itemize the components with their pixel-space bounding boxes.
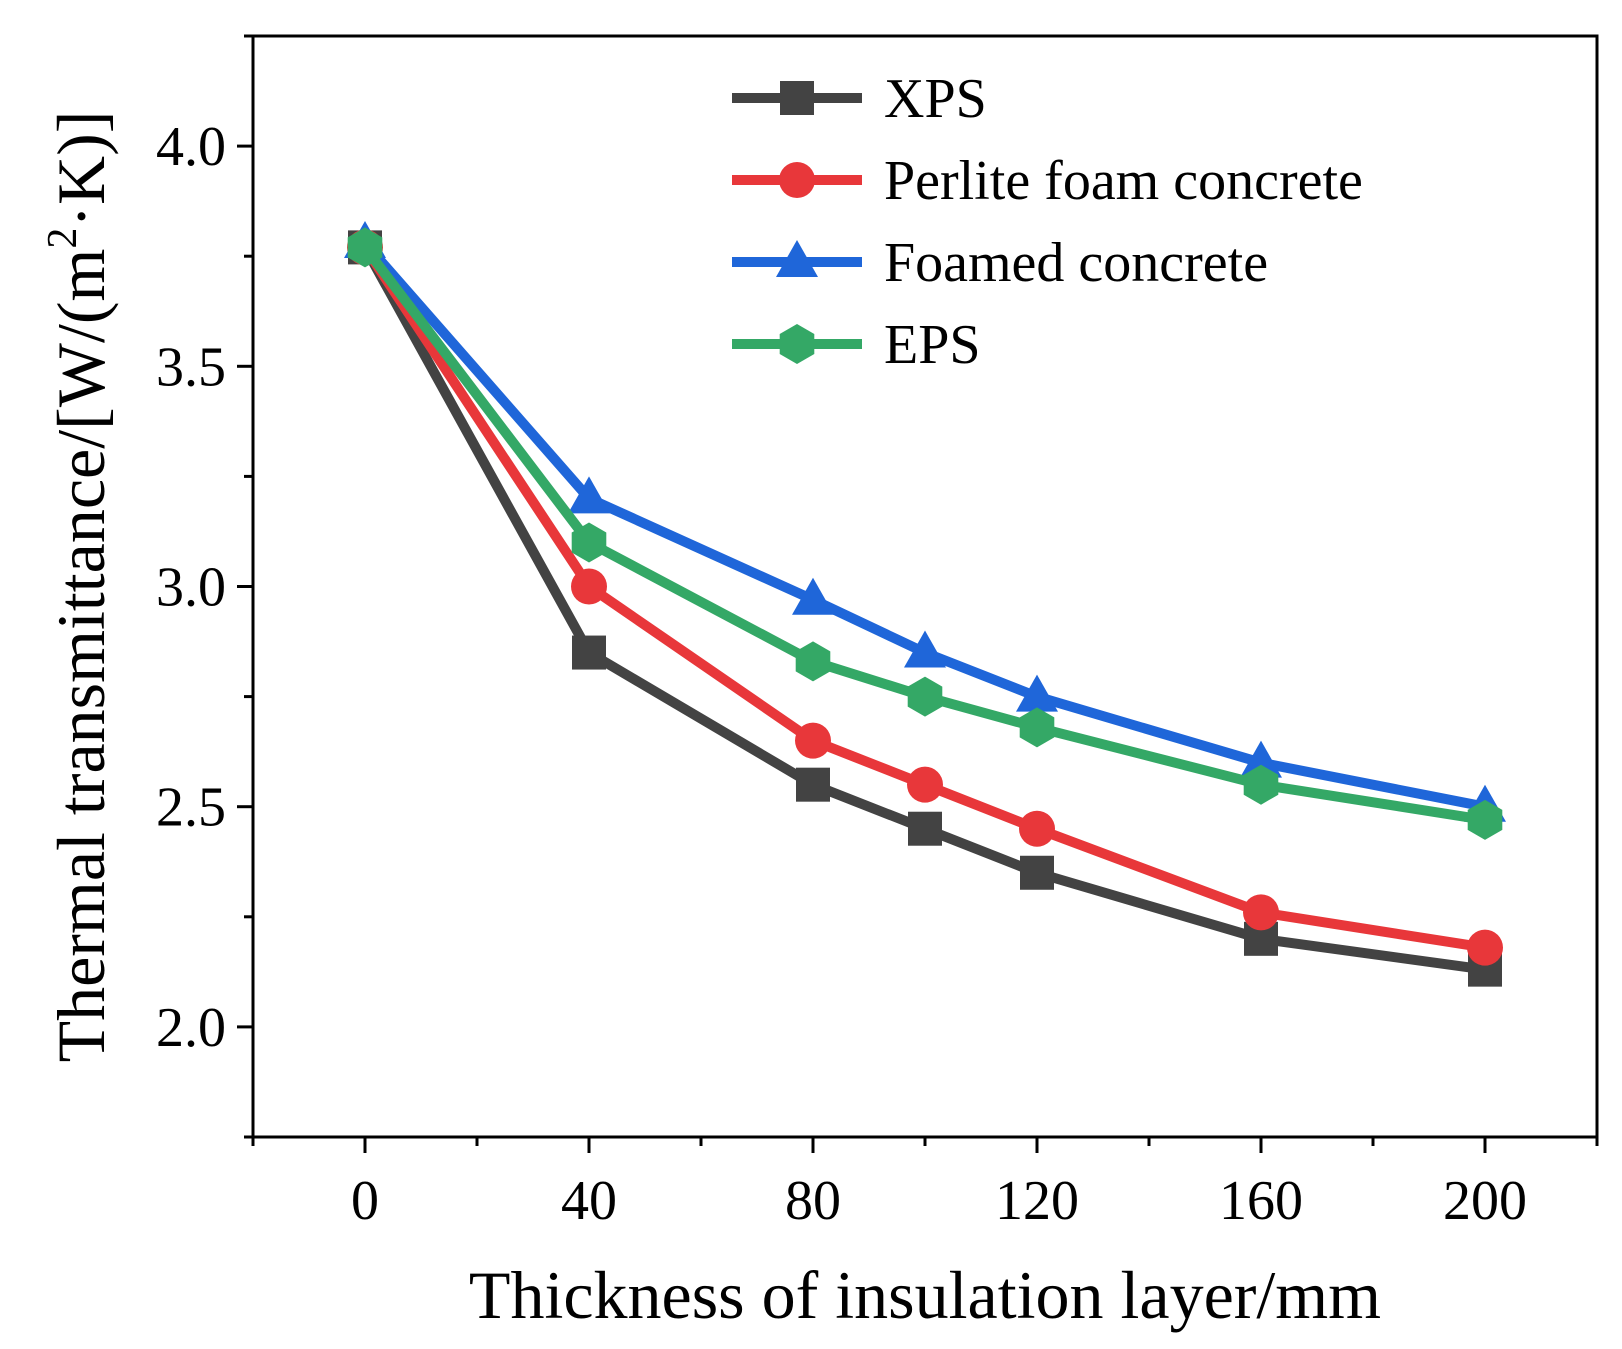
series-eps bbox=[347, 227, 1503, 840]
data-point bbox=[796, 767, 830, 802]
x-tick-label: 200 bbox=[1443, 1170, 1527, 1232]
y-tick-label: 3.5 bbox=[156, 336, 226, 398]
data-point bbox=[1019, 707, 1055, 748]
data-point bbox=[571, 522, 607, 563]
y-tick-label: 2.0 bbox=[156, 997, 226, 1059]
data-point bbox=[795, 722, 831, 759]
data-point bbox=[908, 811, 942, 846]
x-tick-label: 40 bbox=[561, 1170, 617, 1232]
data-point bbox=[347, 227, 383, 268]
legend-marker bbox=[780, 81, 814, 115]
y-axis-title: Thermal transmittance/[W/(m2·K)] bbox=[40, 111, 119, 1063]
data-point bbox=[907, 766, 943, 803]
legend-entry: Foamed concrete bbox=[732, 232, 1268, 294]
data-point bbox=[568, 476, 610, 514]
x-tick-label: 120 bbox=[995, 1170, 1079, 1232]
data-point bbox=[1240, 740, 1282, 778]
legend-entry: Perlite foam concrete bbox=[732, 150, 1363, 212]
legend-label: EPS bbox=[884, 314, 981, 376]
legend-label: Perlite foam concrete bbox=[884, 150, 1363, 212]
x-tick-label: 160 bbox=[1219, 1170, 1303, 1232]
data-point bbox=[1467, 799, 1503, 840]
data-point bbox=[792, 577, 834, 615]
x-tick-label: 0 bbox=[351, 1170, 379, 1232]
legend-marker bbox=[779, 324, 815, 364]
legend-marker bbox=[776, 240, 818, 277]
y-tick-label: 2.5 bbox=[156, 777, 226, 839]
legend-label: Foamed concrete bbox=[884, 232, 1268, 294]
y-axis-title-main: Thermal transmittance/[W/(m bbox=[43, 249, 119, 1063]
data-point bbox=[571, 568, 607, 605]
legend-entry: EPS bbox=[732, 314, 981, 376]
legend-label: XPS bbox=[884, 68, 987, 130]
x-tick-label: 80 bbox=[785, 1170, 841, 1232]
data-point bbox=[1467, 929, 1503, 966]
legend-entry: XPS bbox=[732, 68, 987, 130]
x-axis-title: Thickness of insulation layer/mm bbox=[469, 1257, 1381, 1333]
y-axis-title-superscript: 2 bbox=[40, 228, 86, 249]
y-axis-title-tail: ·K)] bbox=[43, 111, 119, 228]
data-point bbox=[1020, 855, 1054, 890]
data-point bbox=[907, 676, 943, 717]
data-point bbox=[1243, 764, 1279, 805]
data-point bbox=[1019, 810, 1055, 847]
y-tick-label: 4.0 bbox=[156, 116, 226, 178]
data-point bbox=[795, 641, 831, 682]
data-point bbox=[904, 630, 946, 668]
data-point bbox=[1243, 894, 1279, 931]
data-point bbox=[1016, 674, 1058, 712]
data-point bbox=[572, 635, 606, 670]
legend-marker bbox=[779, 162, 815, 198]
y-tick-label: 3.0 bbox=[156, 557, 226, 619]
